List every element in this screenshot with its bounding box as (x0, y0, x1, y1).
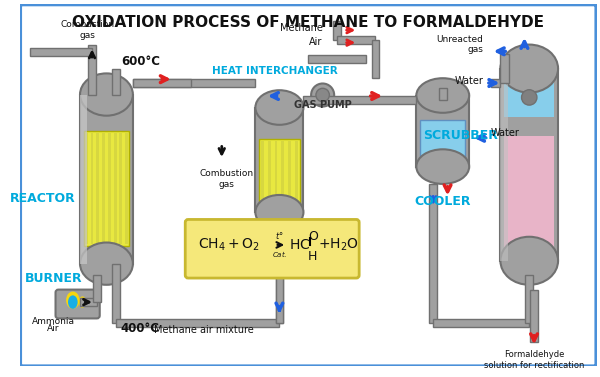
FancyBboxPatch shape (29, 48, 92, 56)
Text: $\mathregular{HC}$: $\mathregular{HC}$ (289, 238, 310, 252)
Text: Methane: Methane (280, 23, 323, 33)
FancyBboxPatch shape (333, 21, 341, 40)
FancyBboxPatch shape (256, 107, 304, 212)
Text: GAS PUMP: GAS PUMP (294, 100, 352, 110)
FancyBboxPatch shape (304, 96, 416, 104)
FancyBboxPatch shape (259, 139, 299, 212)
FancyBboxPatch shape (504, 136, 554, 261)
FancyBboxPatch shape (261, 141, 264, 210)
Text: $\mathregular{+ H_2O}$: $\mathregular{+ H_2O}$ (318, 237, 359, 253)
FancyBboxPatch shape (433, 319, 529, 327)
Text: Combustion
gas: Combustion gas (60, 20, 114, 40)
Text: BURNER: BURNER (25, 272, 82, 285)
FancyBboxPatch shape (295, 141, 298, 210)
FancyBboxPatch shape (133, 79, 191, 87)
Text: REACTOR: REACTOR (10, 192, 75, 205)
Text: $Cat.$: $Cat.$ (272, 248, 287, 259)
Text: Formaldehyde
solution for rectification: Formaldehyde solution for rectification (484, 350, 584, 369)
Text: SCRUBBER: SCRUBBER (422, 129, 497, 143)
FancyBboxPatch shape (119, 133, 122, 244)
FancyBboxPatch shape (80, 95, 87, 264)
FancyBboxPatch shape (500, 54, 509, 83)
Text: OXIDATION PROCESS OF METHANE TO FORMALDEHYDE: OXIDATION PROCESS OF METHANE TO FORMALDE… (72, 15, 544, 30)
FancyBboxPatch shape (108, 133, 111, 244)
FancyBboxPatch shape (84, 131, 129, 246)
Circle shape (521, 90, 537, 105)
FancyBboxPatch shape (91, 133, 94, 244)
FancyBboxPatch shape (112, 264, 120, 323)
FancyBboxPatch shape (337, 36, 376, 44)
Ellipse shape (256, 195, 304, 230)
FancyBboxPatch shape (275, 234, 283, 323)
FancyBboxPatch shape (112, 69, 121, 95)
Ellipse shape (68, 295, 77, 309)
Ellipse shape (416, 149, 469, 184)
FancyBboxPatch shape (416, 95, 469, 167)
Text: 400°C: 400°C (121, 322, 160, 334)
Circle shape (311, 83, 334, 107)
Ellipse shape (66, 291, 80, 309)
FancyBboxPatch shape (504, 69, 554, 116)
FancyBboxPatch shape (275, 222, 283, 323)
FancyBboxPatch shape (80, 95, 133, 264)
FancyBboxPatch shape (500, 69, 508, 261)
Text: HEAT INTERCHANGER: HEAT INTERCHANGER (212, 66, 337, 76)
FancyBboxPatch shape (56, 290, 100, 319)
Text: Combustion
gas: Combustion gas (200, 170, 254, 189)
Ellipse shape (500, 237, 558, 285)
FancyBboxPatch shape (116, 319, 280, 327)
Ellipse shape (500, 44, 558, 93)
Ellipse shape (80, 74, 133, 116)
Text: Air: Air (309, 37, 323, 47)
Ellipse shape (416, 78, 469, 113)
FancyBboxPatch shape (281, 141, 284, 210)
Text: Ammonia: Ammonia (32, 317, 75, 325)
FancyBboxPatch shape (430, 184, 437, 323)
Text: $\mathregular{H}$: $\mathregular{H}$ (307, 250, 317, 263)
FancyBboxPatch shape (268, 141, 271, 210)
FancyBboxPatch shape (185, 219, 359, 278)
FancyBboxPatch shape (371, 40, 379, 78)
FancyBboxPatch shape (420, 120, 466, 167)
Text: Water: Water (454, 76, 483, 86)
Text: Air: Air (47, 324, 60, 333)
Text: $t°$: $t°$ (275, 230, 284, 241)
Text: Methane air mixture: Methane air mixture (154, 325, 254, 335)
FancyBboxPatch shape (125, 133, 128, 244)
FancyBboxPatch shape (113, 133, 116, 244)
Text: Unreacted
gas: Unreacted gas (436, 35, 483, 54)
FancyBboxPatch shape (308, 55, 366, 63)
FancyBboxPatch shape (20, 4, 596, 366)
Ellipse shape (80, 242, 133, 285)
FancyBboxPatch shape (80, 298, 97, 306)
Ellipse shape (256, 90, 304, 125)
Circle shape (316, 88, 329, 102)
FancyBboxPatch shape (102, 133, 105, 244)
Text: 600°C: 600°C (121, 55, 160, 68)
FancyBboxPatch shape (288, 141, 291, 210)
FancyBboxPatch shape (491, 79, 500, 87)
FancyBboxPatch shape (133, 79, 256, 87)
Text: Water: Water (490, 128, 519, 138)
FancyBboxPatch shape (500, 69, 558, 261)
Ellipse shape (79, 296, 86, 308)
FancyBboxPatch shape (275, 141, 277, 210)
FancyBboxPatch shape (93, 275, 101, 302)
Text: COOLER: COOLER (415, 195, 471, 208)
FancyBboxPatch shape (530, 290, 538, 342)
FancyBboxPatch shape (97, 133, 99, 244)
Text: $\mathregular{O}$: $\mathregular{O}$ (308, 230, 319, 243)
FancyBboxPatch shape (439, 88, 446, 100)
FancyBboxPatch shape (88, 44, 96, 95)
FancyBboxPatch shape (85, 133, 88, 244)
Text: $\mathregular{CH_4 + O_2}$: $\mathregular{CH_4 + O_2}$ (198, 237, 260, 253)
FancyBboxPatch shape (526, 275, 533, 323)
